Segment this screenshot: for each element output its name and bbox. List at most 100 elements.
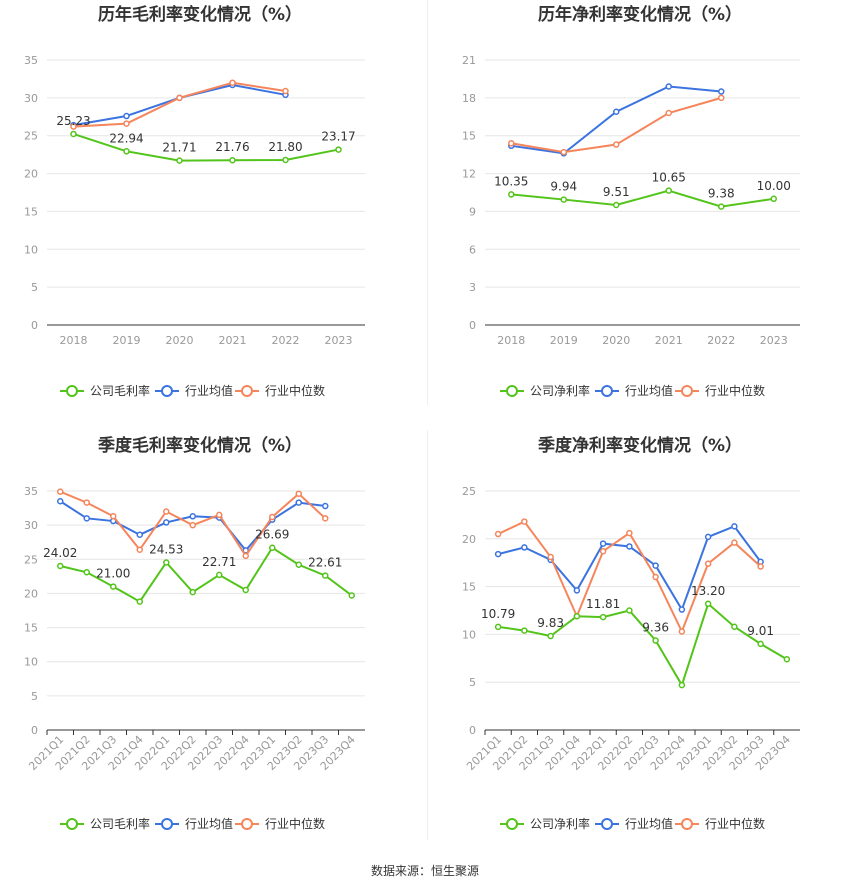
data-point (626, 607, 633, 614)
chart-title: 季度净利率变化情况（%） (538, 435, 742, 456)
quarterly-gross-margin-chart: 季度毛利率变化情况（%）051015202530352021Q12021Q220… (24, 435, 365, 831)
data-point (665, 83, 672, 90)
data-point (295, 490, 302, 497)
y-tick-label: 20 (24, 168, 38, 181)
data-point (560, 148, 567, 156)
data-label: 10.35 (494, 174, 528, 188)
x-tick-label: 2019 (550, 334, 578, 347)
y-tick-label: 25 (24, 553, 38, 566)
legend-marker (241, 818, 253, 830)
data-point (718, 94, 725, 102)
data-point (83, 515, 90, 522)
legend-label: 公司毛利率 (90, 816, 150, 831)
data-point (229, 79, 236, 86)
data-point (189, 513, 196, 520)
data-point (229, 156, 236, 164)
data-point (783, 656, 791, 663)
data-point (163, 559, 170, 566)
data-point (322, 502, 329, 510)
quarterly-net-margin-chart: 季度净利率变化情况（%）05101520252021Q12021Q22021Q3… (462, 435, 800, 831)
y-tick-label: 15 (24, 622, 38, 635)
x-tick-label: 2018 (497, 334, 525, 347)
legend-marker (601, 385, 613, 397)
data-point (242, 586, 249, 594)
data-point (295, 561, 302, 568)
data-point (599, 613, 607, 621)
data-label: 25.23 (56, 114, 90, 128)
data-point (176, 94, 183, 102)
data-label: 10.65 (652, 171, 686, 185)
data-point (136, 598, 143, 605)
data-point (123, 148, 130, 155)
y-tick-label: 18 (462, 92, 476, 105)
y-tick-label: 0 (469, 724, 476, 737)
data-label: 24.02 (43, 546, 77, 560)
data-point (547, 632, 554, 640)
data-point (573, 587, 581, 594)
series-line (73, 133, 339, 162)
data-point (731, 623, 738, 631)
legend-label: 行业中位数 (705, 816, 765, 831)
series-line (60, 546, 353, 603)
x-tick-label: 2021 (219, 334, 247, 347)
data-point (110, 583, 117, 590)
panel-divider (427, 0, 428, 405)
legend-marker (161, 818, 173, 830)
data-label: 9.36 (642, 621, 669, 635)
data-label: 26.69 (255, 528, 289, 542)
data-label: 9.51 (603, 185, 630, 199)
x-tick-label: 2022 (707, 334, 735, 347)
annual-gross-margin-chart: 历年毛利率变化情况（%） 0 5 10 15 20 25 30 35 2018 2019 2020 20… (24, 4, 365, 398)
data-point (136, 531, 143, 538)
y-tick-label: 25 (24, 130, 38, 143)
data-point (652, 637, 659, 644)
data-point (57, 562, 64, 570)
y-tick-label: 0 (469, 319, 476, 332)
y-tick-label: 35 (24, 54, 38, 67)
data-label: 21.80 (268, 140, 302, 154)
data-point (508, 140, 515, 147)
y-tick-label: 3 (469, 281, 476, 294)
legend-marker (241, 385, 253, 397)
series-line (497, 602, 788, 688)
data-point (521, 544, 528, 551)
data-point (83, 569, 90, 576)
chart-title: 历年毛利率变化情况（%） (98, 4, 302, 25)
chart-title: 历年净利率变化情况（%） (538, 4, 742, 25)
data-label: 22.61 (308, 556, 342, 570)
x-tick-label: 2019 (113, 334, 141, 347)
data-point (494, 530, 502, 538)
y-tick-label: 5 (31, 690, 38, 703)
data-point (757, 563, 764, 570)
y-tick-label: 9 (469, 205, 476, 218)
data-point (665, 109, 672, 117)
data-point (613, 141, 620, 148)
data-point (704, 600, 712, 608)
y-tick-label: 30 (24, 519, 38, 532)
y-tick-label: 10 (462, 628, 476, 641)
data-point (123, 112, 130, 120)
y-tick-label: 30 (24, 92, 38, 105)
data-point (282, 87, 289, 95)
data-point (295, 499, 302, 506)
data-point (521, 518, 528, 525)
data-label: 11.81 (586, 597, 620, 611)
legend-label: 行业均值 (625, 816, 673, 831)
legend-label: 行业中位数 (705, 383, 765, 398)
series-line (73, 83, 286, 127)
x-tick-label: 2022 (272, 334, 300, 347)
legend-label: 行业均值 (625, 383, 673, 398)
data-point (508, 191, 515, 198)
data-point (678, 606, 686, 613)
data-point (678, 628, 686, 635)
y-tick-label: 15 (24, 205, 38, 218)
series-line (511, 189, 774, 208)
data-point (599, 540, 607, 547)
y-tick-label: 35 (24, 485, 38, 498)
data-point (494, 550, 502, 558)
data-point (123, 120, 130, 127)
data-point (136, 546, 143, 553)
data-label: 10.00 (757, 179, 791, 193)
legend-marker (681, 818, 693, 830)
data-point (560, 196, 567, 203)
